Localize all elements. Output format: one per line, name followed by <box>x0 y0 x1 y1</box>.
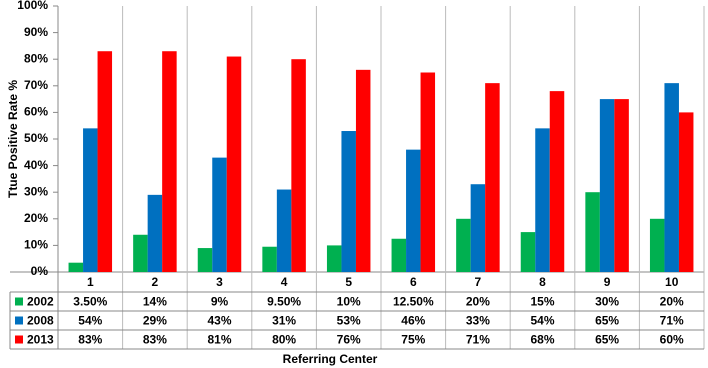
table-cell: 71% <box>660 314 684 328</box>
y-tick-label: 40% <box>24 158 48 172</box>
table-cell: 81% <box>207 333 231 347</box>
table-cell: 10% <box>337 295 361 309</box>
bar <box>649 218 665 272</box>
legend-label: 2008 <box>27 314 54 328</box>
bar <box>226 56 242 272</box>
table-cell: 83% <box>78 333 102 347</box>
bar <box>262 246 277 272</box>
bar <box>614 99 629 272</box>
y-tick-label: 50% <box>24 131 48 145</box>
x-tick-label: 6 <box>410 275 417 289</box>
table-cell: 9% <box>211 295 229 309</box>
y-tick-label: 60% <box>24 105 48 119</box>
bar <box>276 189 292 272</box>
bar <box>420 72 436 272</box>
y-tick-label: 30% <box>24 184 48 198</box>
table-cell: 20% <box>466 295 490 309</box>
table-cell: 12.50% <box>393 295 434 309</box>
x-tick-label: 10 <box>665 275 679 289</box>
table-cell: 43% <box>207 314 231 328</box>
bar <box>664 83 679 272</box>
bar <box>68 262 84 272</box>
bar <box>549 91 565 273</box>
table-cell: 83% <box>143 333 167 347</box>
table-cell: 60% <box>660 333 684 347</box>
table-cell: 20% <box>660 295 684 309</box>
table-cell: 30% <box>595 295 619 309</box>
bar <box>391 238 407 272</box>
table-cell: 80% <box>272 333 296 347</box>
y-tick-label: 0% <box>31 264 49 278</box>
bar <box>162 51 177 272</box>
x-tick-label: 3 <box>216 275 223 289</box>
bar <box>83 128 98 272</box>
table-cell: 76% <box>337 333 361 347</box>
bar <box>485 83 500 272</box>
bar <box>291 59 306 273</box>
table-cell: 71% <box>466 333 490 347</box>
table-cell: 3.50% <box>73 295 107 309</box>
table-cell: 29% <box>143 314 167 328</box>
y-tick-label: 100% <box>17 0 48 12</box>
table-cell: 68% <box>530 333 554 347</box>
table-cell: 14% <box>143 295 167 309</box>
y-axis-label: Ttue Positive Rate % <box>6 80 20 198</box>
x-tick-label: 8 <box>539 275 546 289</box>
table-cell: 31% <box>272 314 296 328</box>
legend-swatch <box>15 297 23 306</box>
legend-label: 2002 <box>27 295 54 309</box>
bar <box>197 248 213 272</box>
x-tick-label: 7 <box>475 275 482 289</box>
x-tick-label: 4 <box>281 275 288 289</box>
y-tick-label: 90% <box>24 25 48 39</box>
table-cell: 15% <box>530 295 554 309</box>
table-cell: 46% <box>401 314 425 328</box>
table-cell: 65% <box>595 333 619 347</box>
y-tick-label: 70% <box>24 78 48 92</box>
y-tick-label: 20% <box>24 211 48 225</box>
bar <box>133 234 148 272</box>
x-tick-label: 1 <box>87 275 94 289</box>
table-cell: 53% <box>337 314 361 328</box>
table-cell: 65% <box>595 314 619 328</box>
bar <box>212 157 227 272</box>
bar <box>520 232 536 272</box>
table-cell: 54% <box>78 314 102 328</box>
table-cell: 33% <box>466 314 490 328</box>
table-cell: 54% <box>530 314 554 328</box>
legend-swatch <box>15 316 23 325</box>
bar <box>585 192 600 272</box>
bar <box>470 184 486 272</box>
bar <box>678 112 694 273</box>
table-cell: 9.50% <box>267 295 301 309</box>
bar <box>599 99 615 272</box>
legend-label: 2013 <box>27 333 54 347</box>
y-tick-label: 80% <box>24 51 48 65</box>
bar <box>535 128 550 272</box>
y-tick-label: 10% <box>24 238 48 252</box>
legend-swatch <box>15 335 23 344</box>
bar <box>326 245 342 272</box>
bar <box>147 194 163 272</box>
bar <box>355 69 371 272</box>
bar <box>406 149 421 272</box>
bar <box>97 51 113 272</box>
bar <box>341 131 356 272</box>
table-cell: 75% <box>401 333 425 347</box>
x-axis-label: Referring Center <box>283 352 378 366</box>
x-tick-label: 5 <box>345 275 352 289</box>
x-tick-label: 9 <box>604 275 611 289</box>
x-tick-label: 2 <box>152 275 159 289</box>
bar <box>456 218 471 272</box>
